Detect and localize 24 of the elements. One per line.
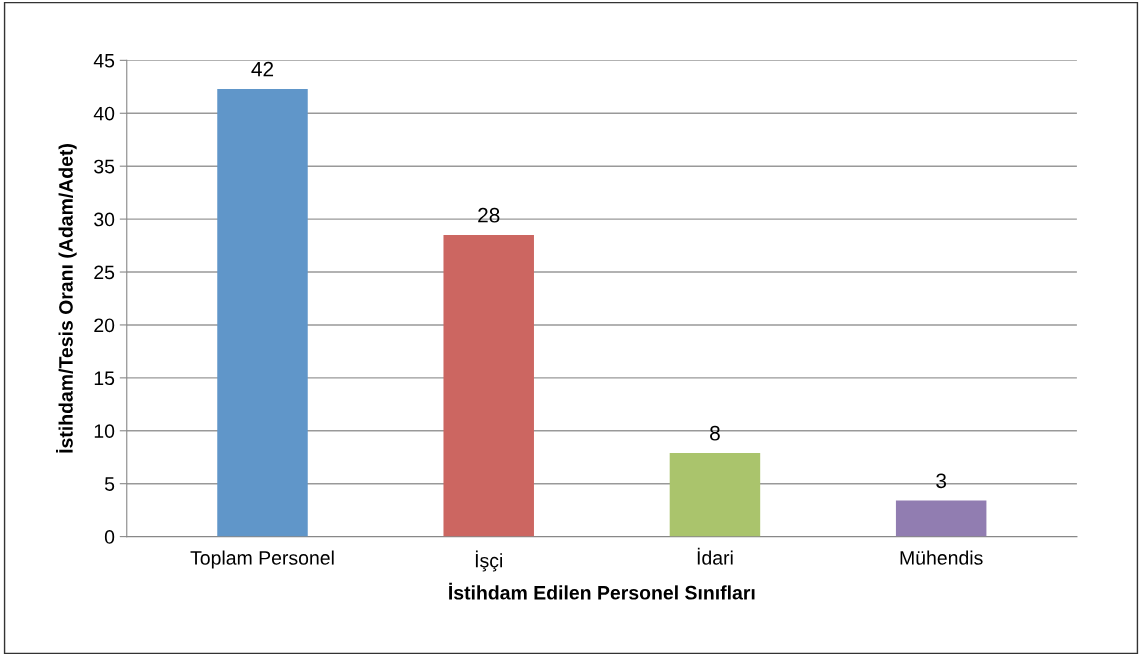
y-tick-label: 5	[104, 477, 115, 491]
data-label: 8	[710, 425, 720, 441]
y-tick-label: 45	[93, 54, 115, 68]
y-tick-label: 10	[94, 424, 115, 439]
x-tick-label: İşçi	[475, 550, 502, 572]
bar	[669, 453, 761, 537]
y-tick-label: 20	[94, 318, 115, 333]
y-tick-label: 15	[94, 371, 115, 386]
y-axis-title: İstihdam/Tesis Oranı (Adam/Adet)	[56, 144, 77, 453]
x-axis-title: İstihdam Edilen Personel Sınıfları	[449, 582, 755, 600]
x-tick-label: Mühendis	[900, 550, 983, 565]
y-tick-label: 25	[94, 265, 115, 280]
data-label: 42	[251, 61, 274, 77]
y-tick-label: 30	[94, 212, 115, 227]
data-label: 3	[936, 473, 947, 489]
bar	[443, 234, 534, 537]
y-tick-label: 40	[93, 106, 115, 121]
data-label: 28	[478, 207, 500, 223]
x-tick-label: Toplam Personel	[190, 550, 334, 569]
bar	[217, 88, 308, 537]
bar	[895, 500, 987, 537]
y-tick-label: 35	[94, 159, 115, 174]
y-tick-label: 0	[104, 530, 115, 544]
x-tick-label: İdari	[697, 547, 733, 565]
